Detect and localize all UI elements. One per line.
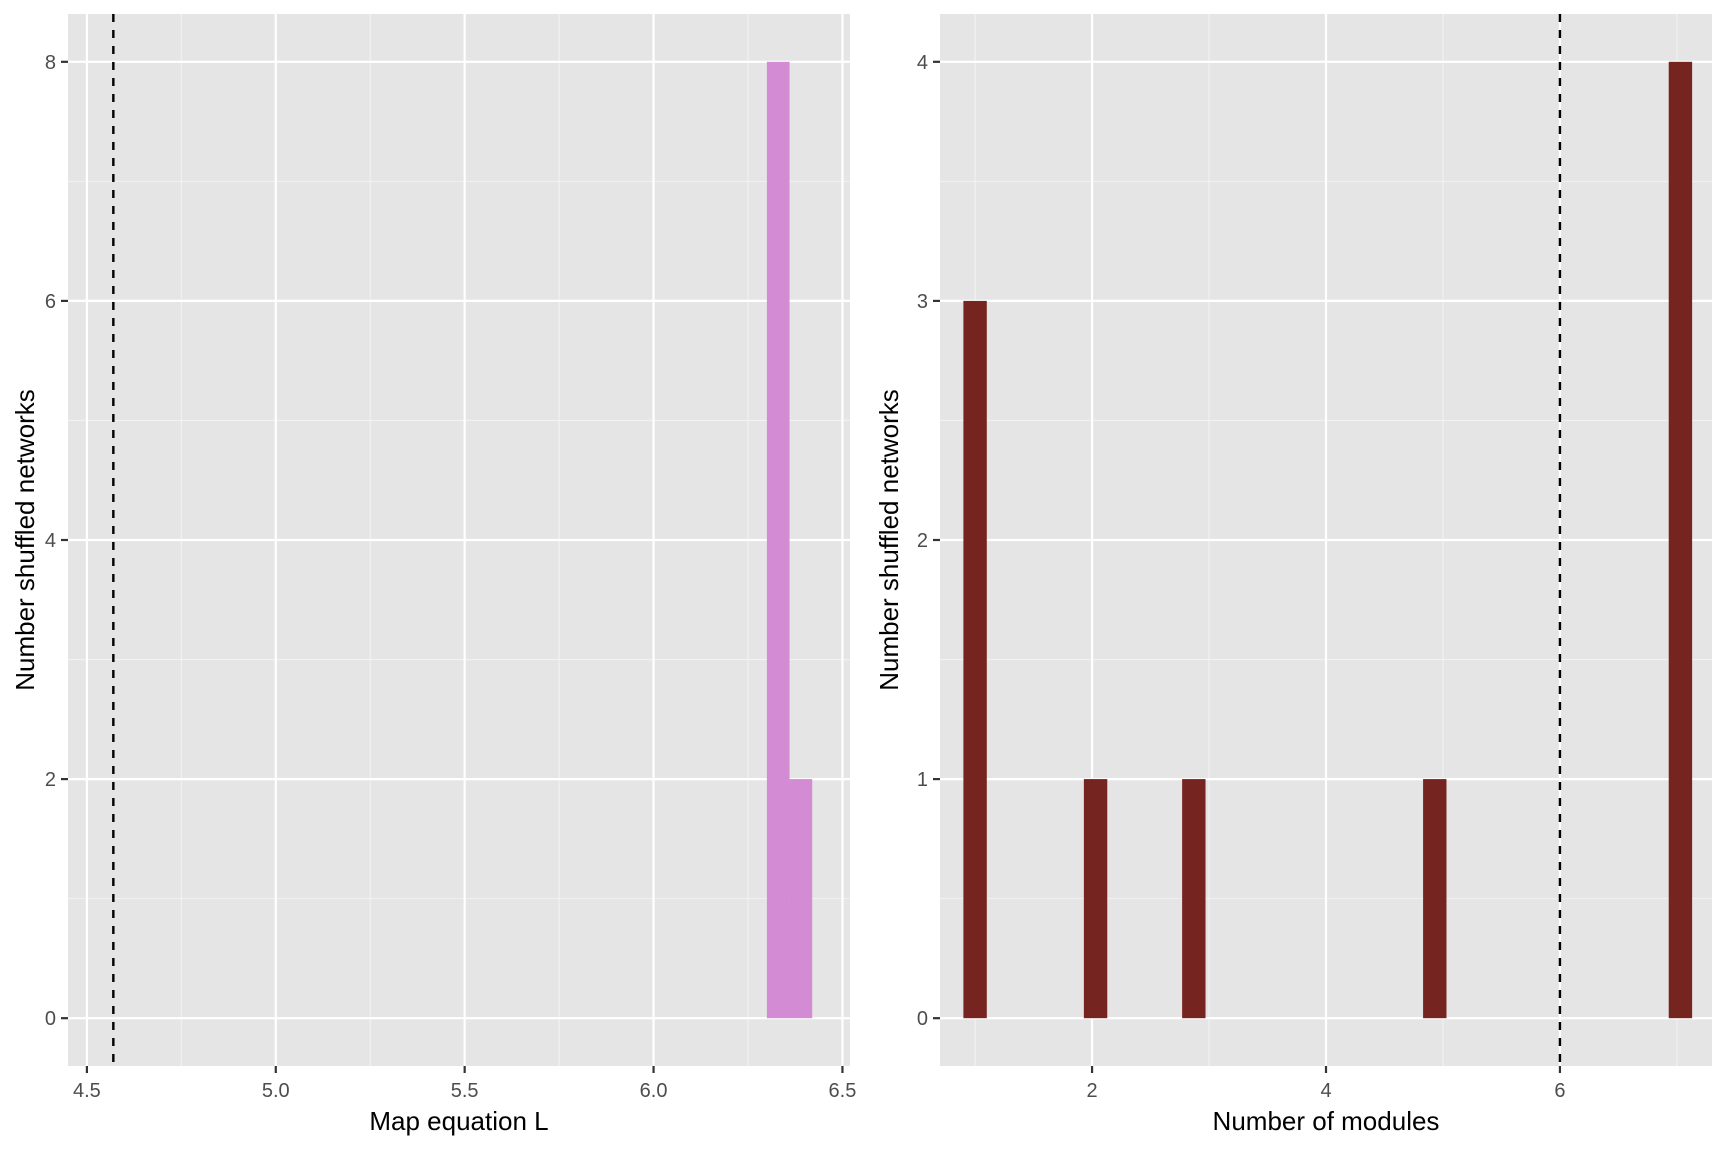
x-tick-label: 6.0 [640,1080,668,1102]
histogram-bar [1668,61,1693,1019]
x-tick-label: 5.5 [451,1080,479,1102]
y-tick-label: 4 [917,52,928,74]
module-count-histogram: 0 1 2 3 4 2 4 6 Number of modules Number shuff… [874,14,1712,1136]
y-axis: 0 1 2 3 4 [917,52,940,1030]
x-axis: 2 4 6 [1086,1066,1566,1102]
y-tick-label: 4 [45,530,56,552]
x-tick-label: 4 [1320,1080,1331,1102]
y-axis: 0 2 4 6 8 [45,52,68,1030]
x-axis-title: Map equation L [369,1106,548,1136]
histogram-bar [1423,779,1447,1019]
histogram-bar [789,779,813,1019]
histogram-bars [766,61,813,1019]
y-tick-label: 2 [45,769,56,791]
y-tick-label: 3 [917,291,928,313]
y-axis-title: Number shuffled networks [10,389,40,691]
x-tick-label: 6.5 [829,1080,857,1102]
histogram-bar [963,300,987,1019]
y-tick-label: 1 [917,769,928,791]
y-tick-label: 2 [917,530,928,552]
histogram-bar [1083,779,1108,1019]
gridlines [68,14,850,1066]
x-axis-title: Number of modules [1213,1106,1440,1136]
y-axis-title: Number shuffled networks [874,389,904,691]
x-tick-label: 6 [1554,1080,1565,1102]
x-tick-label: 4.5 [73,1080,101,1102]
x-axis: 4.5 5.0 5.5 6.0 6.5 [73,1066,856,1102]
x-tick-label: 2 [1086,1080,1097,1102]
y-tick-label: 6 [45,291,56,313]
x-tick-label: 5.0 [262,1080,290,1102]
y-tick-label: 0 [45,1008,56,1030]
y-tick-label: 0 [917,1008,928,1030]
histogram-bar [1182,779,1206,1019]
y-tick-label: 8 [45,52,56,74]
histogram-bar [766,61,790,1019]
histogram-bars [963,61,1693,1019]
map-equation-histogram: 0 2 4 6 8 4.5 5.0 5.5 6.0 6.5 Map equation L Num… [10,14,856,1136]
